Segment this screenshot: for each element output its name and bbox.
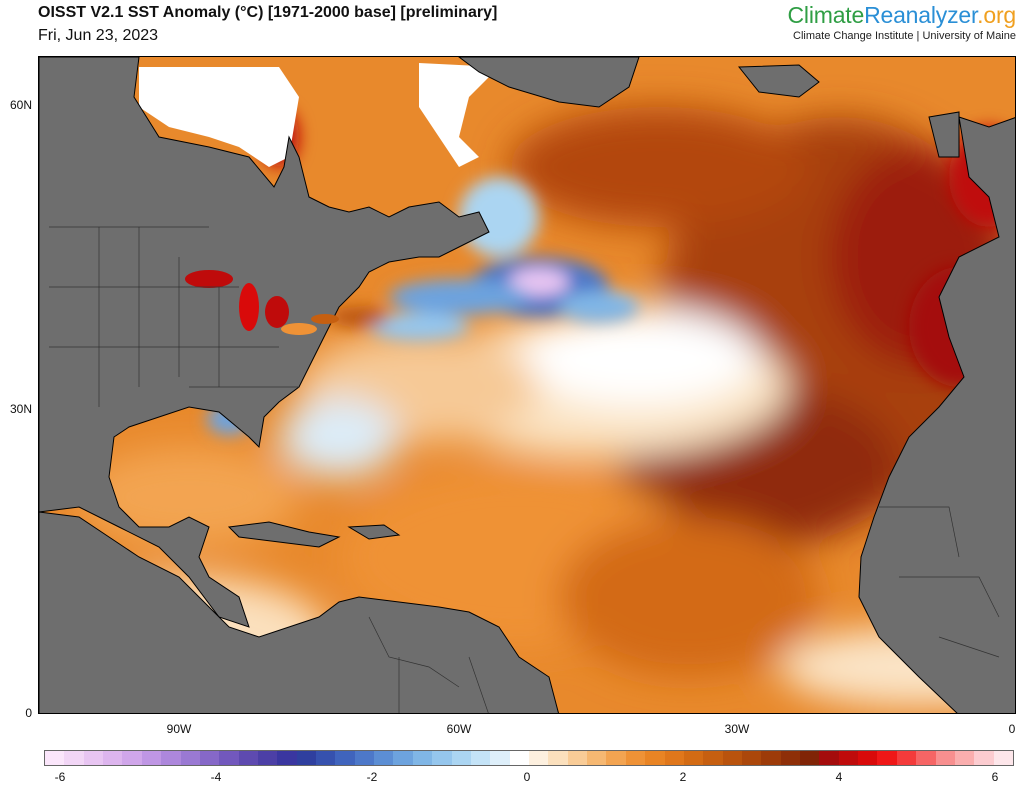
colorbar-swatch <box>490 751 510 765</box>
colorbar-swatch <box>954 751 975 765</box>
colorbar-swatch <box>374 751 394 765</box>
colorbar-swatch <box>838 751 859 765</box>
land <box>39 57 1015 713</box>
brand-logo-part3: .org <box>977 2 1016 28</box>
lon-label-90w: 90W <box>166 722 192 736</box>
colorbar-swatch <box>780 751 801 765</box>
colorbar-label-neg6: -6 <box>54 770 66 784</box>
colorbar-swatch <box>819 751 839 765</box>
colorbar-swatch <box>896 751 917 765</box>
colorbar-swatch <box>451 751 471 765</box>
colorbar-swatch <box>645 751 665 765</box>
colorbar-swatch <box>800 751 820 765</box>
brand-logo-part2: Reanalyzer <box>864 2 978 28</box>
colorbar-swatch <box>974 751 994 765</box>
colorbar-swatch <box>412 751 433 765</box>
colorbar-swatch <box>257 751 278 765</box>
lon-label-60w: 60W <box>446 722 472 736</box>
brand-block: ClimateReanalyzer.org Climate Change Ins… <box>787 2 1017 42</box>
sst-anomaly-map <box>39 57 1015 713</box>
colorbar-swatch <box>83 751 104 765</box>
lon-label-30w: 30W <box>724 722 750 736</box>
state-borders <box>49 226 1000 713</box>
colorbar-swatch <box>219 751 239 765</box>
colorbar-swatch <box>316 751 336 765</box>
colorbar-swatch <box>296 751 317 765</box>
colorbar-swatch <box>548 751 568 765</box>
brand-logo[interactable]: ClimateReanalyzer.org <box>787 2 1017 29</box>
colorbar-swatch <box>199 751 220 765</box>
colorbar-swatch <box>606 751 626 765</box>
colorbar-swatch <box>141 751 162 765</box>
lat-label-60n: 60N <box>9 98 32 112</box>
colorbar-label-4: 4 <box>835 770 843 784</box>
colorbar-swatch <box>993 751 1013 765</box>
colorbar-swatch <box>567 751 588 765</box>
colorbar-label-neg4: -4 <box>210 770 222 784</box>
colorbar-swatch <box>238 751 258 765</box>
colorbar-swatch <box>625 751 646 765</box>
colorbar-label-neg2: -2 <box>366 770 378 784</box>
colorbar-swatch <box>528 751 549 765</box>
hudson-bay <box>139 67 299 167</box>
colorbar-swatch <box>761 751 781 765</box>
colorbar-swatch <box>470 751 491 765</box>
colorbar-swatch <box>180 751 200 765</box>
colorbar-swatch <box>354 751 375 765</box>
anomaly-field <box>39 107 1015 713</box>
map-panel <box>38 56 1016 714</box>
colorbar-swatch <box>161 751 181 765</box>
colorbar-swatch <box>335 751 355 765</box>
colorbar-swatch <box>64 751 84 765</box>
brand-subtitle: Climate Change Institute | University of… <box>793 30 1016 42</box>
colorbar-label-6: 6 <box>991 770 999 784</box>
colorbar-label-0: 0 <box>523 770 531 784</box>
colorbar-swatch <box>45 751 65 765</box>
colorbar-swatch <box>432 751 452 765</box>
colorbar-swatch <box>703 751 723 765</box>
labrador-sea-ice <box>419 63 499 167</box>
colorbar-label-2: 2 <box>679 770 687 784</box>
colorbar <box>44 750 1014 766</box>
colorbar-swatch <box>741 751 762 765</box>
colorbar-swatch <box>509 751 529 765</box>
colorbar-swatch <box>103 751 123 765</box>
lat-label-0: 0 <box>25 706 32 720</box>
great-lakes <box>185 270 339 335</box>
colorbar-swatch <box>683 751 704 765</box>
lon-label-0: 0 <box>1008 722 1016 736</box>
colorbar-swatch <box>664 751 684 765</box>
colorbar-swatch <box>858 751 878 765</box>
colorbar-swatch <box>122 751 142 765</box>
colorbar-swatch <box>393 751 413 765</box>
map-date: Fri, Jun 23, 2023 <box>38 27 159 44</box>
colorbar-swatch <box>916 751 936 765</box>
map-title: OISST V2.1 SST Anomaly (°C) [1971-2000 b… <box>38 4 498 21</box>
colorbar-swatch <box>935 751 955 765</box>
colorbar-swatch <box>277 751 297 765</box>
colorbar-swatch <box>722 751 742 765</box>
colorbar-swatch <box>587 751 607 765</box>
lat-label-30n: 30N <box>9 402 32 416</box>
brand-logo-part1: Climate <box>787 2 865 28</box>
colorbar-swatch <box>877 751 897 765</box>
